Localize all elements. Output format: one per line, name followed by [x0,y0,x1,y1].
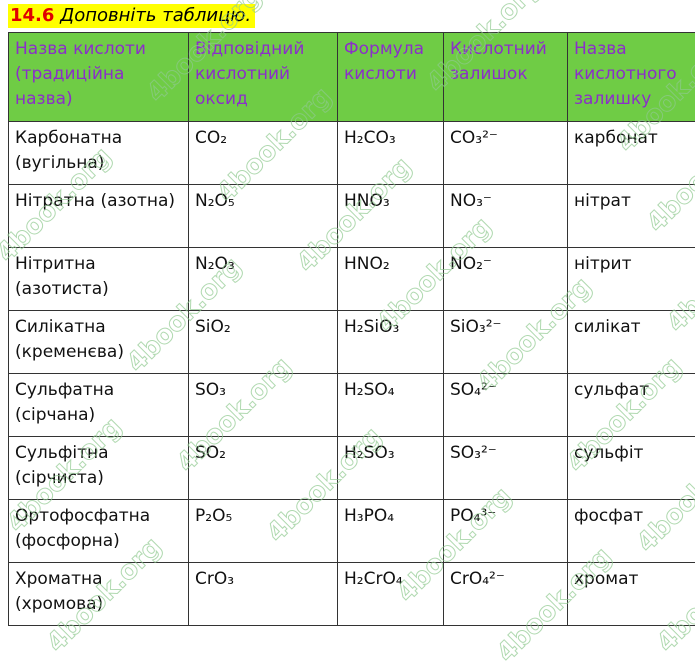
table-cell: сульфіт [568,437,695,500]
table-cell: CrO₃ [189,563,338,626]
table-cell: SO₃ [189,374,338,437]
header-row: Назва кислоти (традиційна назва) Відпові… [9,33,695,122]
table-cell: H₃PO₄ [338,500,444,563]
table-cell: PO₄³⁻ [444,500,568,563]
table-cell: Карбонатна (вугільна) [9,122,189,185]
table-cell: HNO₃ [338,185,444,248]
table-cell: H₂SiO₃ [338,311,444,374]
table-cell: Сульфітна (сірчиста) [9,437,189,500]
table-cell: Хроматна (хромова) [9,563,189,626]
table-cell: Нітритна (азотиста) [9,248,189,311]
table-cell: CrO₄²⁻ [444,563,568,626]
table-cell: нітрит [568,248,695,311]
table-cell: SO₄²⁻ [444,374,568,437]
table-cell: сульфат [568,374,695,437]
header-cell: Формула кислоти [338,33,444,122]
table-cell: силікат [568,311,695,374]
table-cell: SO₃²⁻ [444,437,568,500]
table-cell: HNO₂ [338,248,444,311]
table-cell: CO₂ [189,122,338,185]
table-cell: H₂CrO₄ [338,563,444,626]
table-cell: P₂O₅ [189,500,338,563]
acids-table: Назва кислоти (традиційна назва) Відпові… [8,32,695,626]
table-cell: NO₂⁻ [444,248,568,311]
table-cell: H₂SO₃ [338,437,444,500]
table-cell: карбонат [568,122,695,185]
table-cell: SiO₂ [189,311,338,374]
table-cell: Ортофосфатна (фосфорна) [9,500,189,563]
table-cell: фосфат [568,500,695,563]
table-cell: H₂CO₃ [338,122,444,185]
table-cell: SO₂ [189,437,338,500]
table-cell: CO₃²⁻ [444,122,568,185]
table-cell: NO₃⁻ [444,185,568,248]
table-cell: нітрат [568,185,695,248]
table-cell: хромат [568,563,695,626]
header-cell: Назва кислоти (традиційна назва) [9,33,189,122]
table-cell: Сульфатна (сірчана) [9,374,189,437]
table-cell: N₂O₅ [189,185,338,248]
exercise-title: 14.6 Доповніть таблицю. [8,4,255,28]
table-cell: Нітратна (азотна) [9,185,189,248]
header-cell: Кислотний залишок [444,33,568,122]
table-cell: SiO₃²⁻ [444,311,568,374]
header-cell: Відповідний кислотний оксид [189,33,338,122]
exercise-number: 14.6 [10,5,54,26]
exercise-text: Доповніть таблицю. [60,5,251,26]
header-cell: Назва кислотного залишку [568,33,695,122]
table-cell: Силікатна (кременєва) [9,311,189,374]
table-cell: N₂O₃ [189,248,338,311]
table-cell: H₂SO₄ [338,374,444,437]
